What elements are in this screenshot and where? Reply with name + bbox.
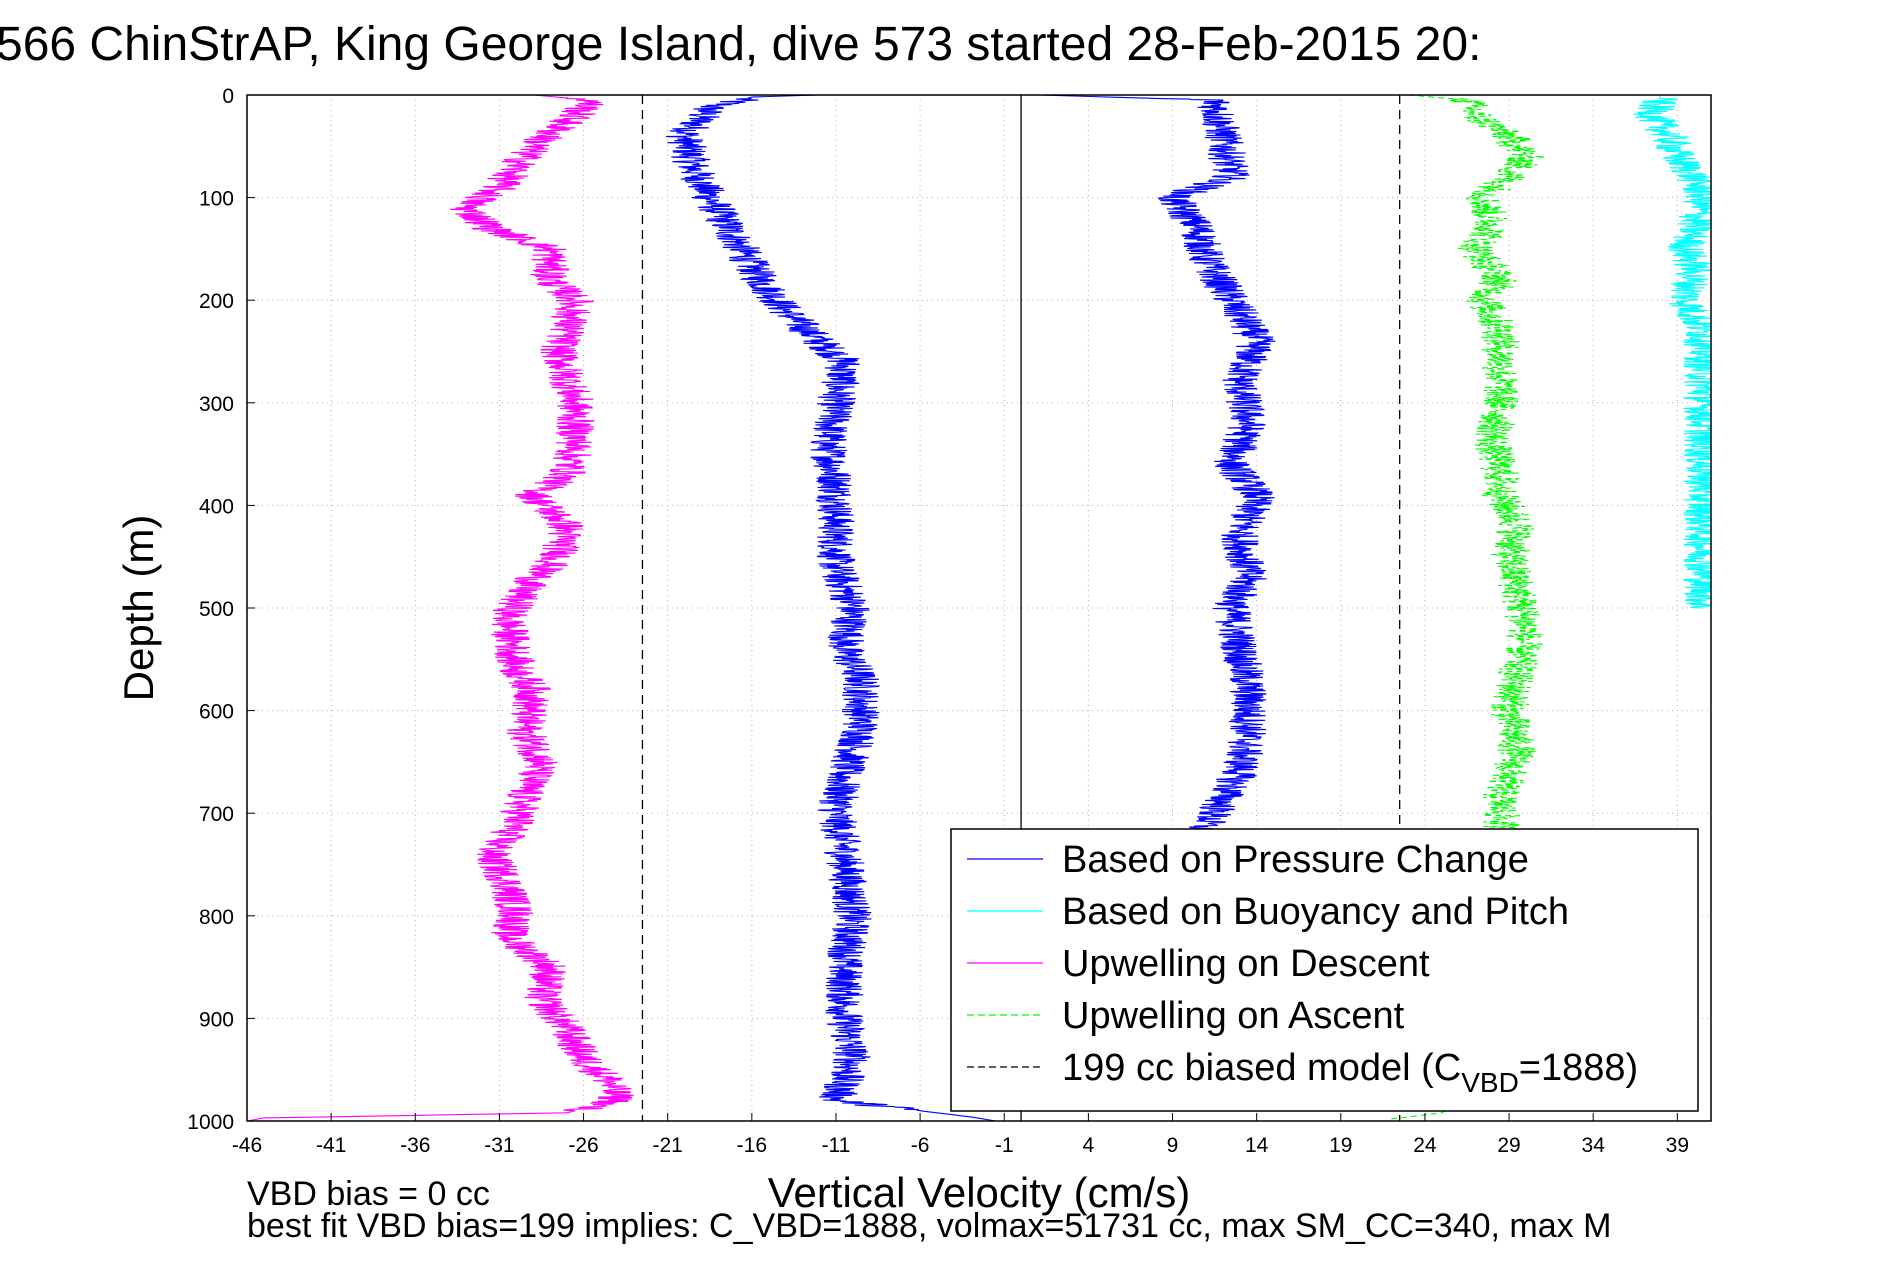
legend-label: 199 cc biased model (CVBD=1888) [1062,1047,1638,1098]
y-axis-ticks: 0 100 200 300 400 500 600 700 800 900 1000 [187,85,255,1134]
y-tick-label: 200 [199,290,234,313]
legend-box [950,828,1699,1112]
footnote-best-fit: best fit VBD bias=199 implies: C_VBD=188… [247,1207,1611,1245]
x-tick-label: -26 [568,1134,598,1157]
chart-title: 566 ChinStrAP, King George Island, dive … [0,18,1481,71]
x-tick-label: -6 [911,1134,930,1157]
legend-label: Upwelling on Descent [1062,943,1430,985]
x-axis-label: Vertical Velocity (cm/s) [768,1169,1190,1216]
y-tick-label: 400 [199,495,234,518]
x-tick-label: -36 [400,1134,430,1157]
x-tick-label: 24 [1413,1134,1437,1157]
x-tick-label: 4 [1083,1134,1095,1157]
series-line [1391,95,1547,1120]
x-tick-label: 34 [1582,1134,1606,1157]
y-axis-label: Depth (m) [115,515,162,702]
series-line [666,95,996,1121]
x-tick-label: -46 [232,1134,262,1157]
x-tick-label: 14 [1245,1134,1269,1157]
x-axis-ticks: -46 -41 -36 -31 -26 -21 -16 -11 -6 -1 4 9 14 19 24 29 34… [232,1113,1689,1157]
y-tick-label: 800 [199,906,234,929]
x-tick-label: 29 [1497,1134,1520,1157]
x-tick-label: 39 [1666,1134,1689,1157]
y-tick-label: 700 [199,803,234,826]
legend: Based on Pressure Change Based on Buoyanc… [950,828,1699,1112]
y-tick-label: 500 [199,598,234,621]
y-tick-label: 300 [199,393,234,416]
legend-label: Based on Buoyancy and Pitch [1062,891,1569,933]
y-tick-label: 900 [199,1008,234,1031]
y-tick-label: 100 [199,188,234,211]
x-tick-label: 9 [1167,1134,1179,1157]
legend-items: Based on Pressure Change Based on Buoyanc… [967,839,1638,1098]
series-line [1037,95,1276,835]
legend-label-subscript: VBD [1461,1067,1519,1098]
series-group [247,95,1711,1121]
series-line [247,95,634,1121]
x-tick-label: -41 [316,1134,346,1157]
y-tick-label: 0 [222,85,234,108]
x-tick-label: -21 [653,1134,683,1157]
x-tick-label: -16 [737,1134,767,1157]
x-tick-label: -1 [995,1134,1014,1157]
x-tick-label: -31 [484,1134,514,1157]
legend-label-end: =1888) [1519,1047,1638,1089]
footnote-bias: VBD bias = 0 cc [247,1175,490,1213]
series-line [1633,95,1711,609]
y-tick-label: 600 [199,701,234,724]
legend-label: Based on Pressure Change [1062,839,1529,881]
y-tick-label: 1000 [187,1111,234,1134]
legend-label: Upwelling on Ascent [1062,995,1405,1037]
legend-label-main: 199 cc biased model (C [1062,1047,1461,1089]
x-tick-label: 19 [1329,1134,1352,1157]
x-tick-label: -11 [822,1134,851,1157]
